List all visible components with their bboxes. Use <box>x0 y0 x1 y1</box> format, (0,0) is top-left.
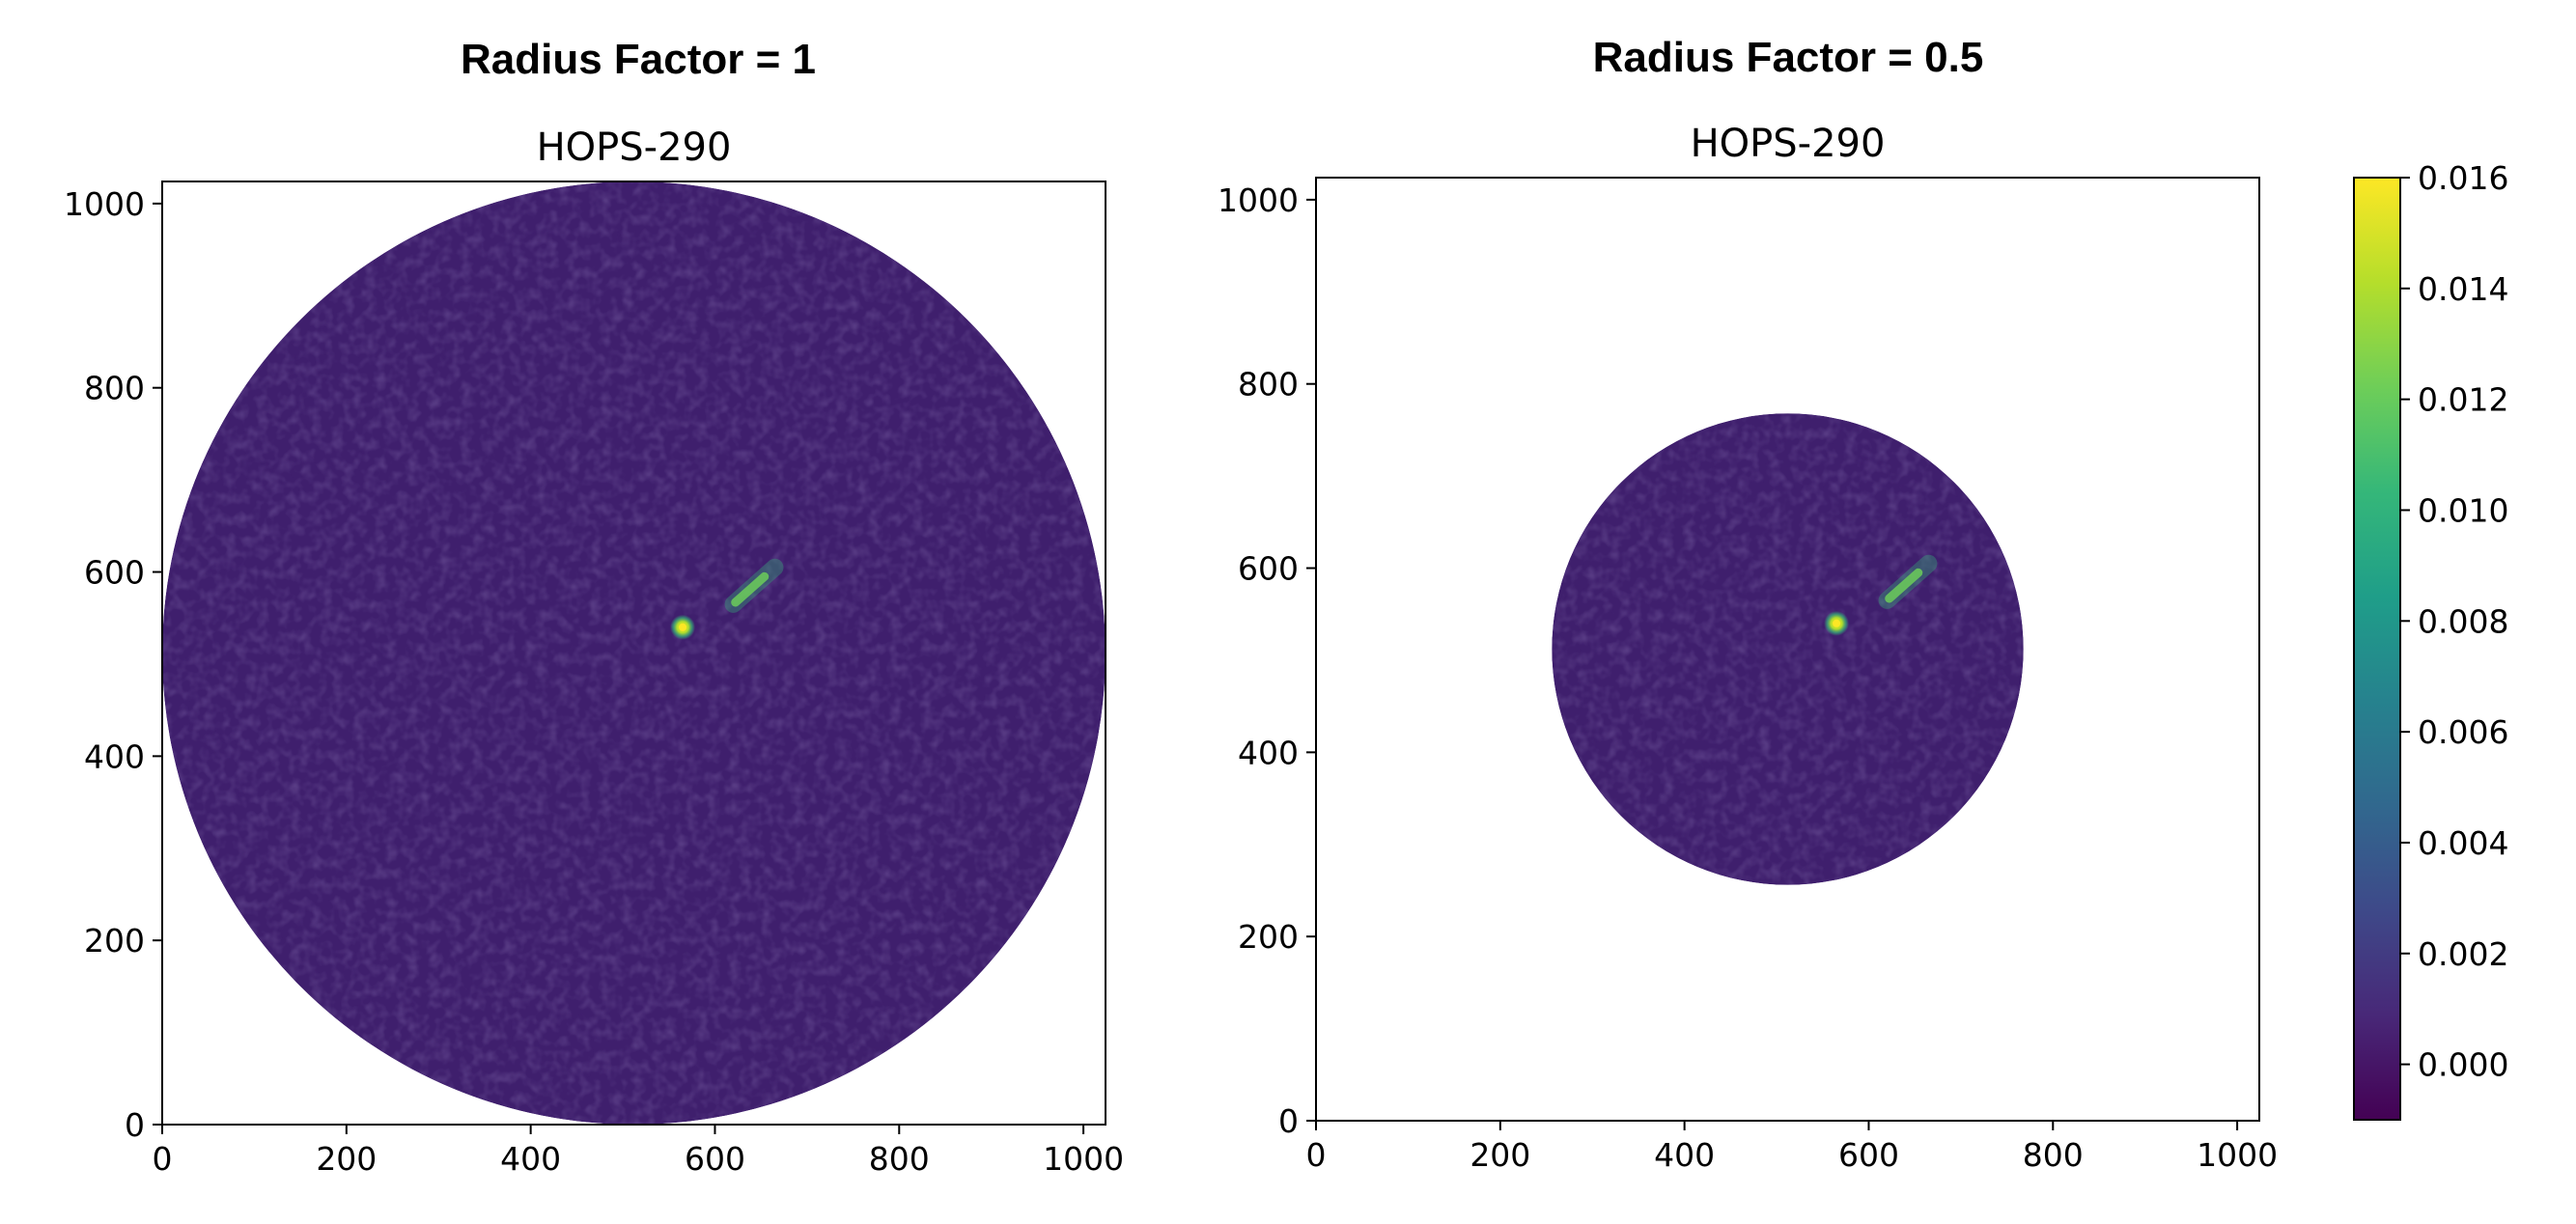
x-tick-label: 800 <box>869 1140 930 1178</box>
left-panel: HOPS-290 0 200 400 600 800 1000 0 200 400 600 800 10… <box>64 125 1124 1178</box>
colorbar-tick-label: 0.004 <box>2418 824 2508 862</box>
y-tick-label: 0 <box>125 1106 145 1144</box>
noise-texture <box>162 181 1106 1125</box>
y-tick-label: 1000 <box>1218 181 1299 219</box>
plot-title: HOPS-290 <box>1691 122 1886 166</box>
y-tick-label: 200 <box>84 922 145 960</box>
right-panel: HOPS-290 0 200 400 600 800 1000 0 200 400 600 800 10… <box>1218 122 2278 1174</box>
colorbar-tick-label: 0.008 <box>2418 602 2508 640</box>
x-tick-label: 400 <box>1654 1136 1715 1174</box>
y-tick-label: 400 <box>1238 734 1299 771</box>
colorbar-tick-label: 0.006 <box>2418 713 2508 751</box>
x-tick-label: 1000 <box>1043 1140 1124 1178</box>
colorbar-tick-label: 0.012 <box>2418 381 2508 419</box>
y-tick-label: 200 <box>1238 918 1299 956</box>
y-tick-label: 800 <box>1238 366 1299 403</box>
axes-frame <box>161 181 1106 1126</box>
point-source-core <box>1833 619 1841 627</box>
jet-emission <box>1885 568 1923 603</box>
y-tick-label: 600 <box>84 554 145 592</box>
y-tick-label: 0 <box>1278 1102 1299 1140</box>
x-tick-label: 0 <box>1306 1136 1327 1174</box>
y-tick-label: 1000 <box>64 185 145 223</box>
masked-disk <box>1552 413 2024 885</box>
colorbar-tick-label: 0.002 <box>2418 935 2508 973</box>
x-tick-label: 400 <box>500 1140 561 1178</box>
point-source-core <box>679 623 687 631</box>
x-tick-label: 800 <box>2023 1136 2084 1174</box>
x-tick-label: 600 <box>685 1140 745 1178</box>
x-tick-label: 600 <box>1838 1136 1899 1174</box>
plot-title: HOPS-290 <box>537 125 732 170</box>
colorbar-tick-label: 0.010 <box>2418 491 2508 529</box>
colorbar-tick-label: 0.000 <box>2418 1046 2508 1084</box>
y-tick-label: 400 <box>84 737 145 775</box>
colorbar-tick-label: 0.014 <box>2418 270 2508 308</box>
x-tick-label: 0 <box>153 1140 173 1178</box>
y-tick-label: 600 <box>1238 550 1299 588</box>
x-tick-label: 200 <box>1470 1136 1530 1174</box>
axes-frame <box>1315 177 2260 1122</box>
colorbar: 0.000 0.002 0.004 0.006 0.008 0.010 0.012 0.014… <box>2353 159 2508 1121</box>
colorbar-gradient <box>2353 177 2401 1121</box>
y-tick-label: 800 <box>84 370 145 407</box>
noise-texture <box>1552 413 2024 885</box>
figure-title-right: Radius Factor = 0.5 <box>1593 34 1984 81</box>
image-area <box>162 181 1106 1125</box>
jet-emission <box>731 571 770 607</box>
x-tick-label: 200 <box>316 1140 377 1178</box>
colorbar-tick-label: 0.016 <box>2418 159 2508 197</box>
figure-title-left: Radius Factor = 1 <box>461 36 816 83</box>
image-area <box>1552 413 2024 885</box>
masked-disk <box>162 181 1106 1125</box>
x-tick-label: 1000 <box>2197 1136 2278 1174</box>
